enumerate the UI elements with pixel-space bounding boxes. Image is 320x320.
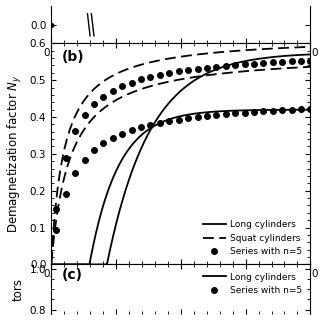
- Y-axis label: tors: tors: [11, 277, 24, 300]
- Legend: Long cylinders, Series with n=5: Long cylinders, Series with n=5: [199, 269, 306, 299]
- Y-axis label: Demagnetization factor $N_y$: Demagnetization factor $N_y$: [6, 75, 24, 233]
- Legend: Long cylinders, Squat cylinders, Series with n=5: Long cylinders, Squat cylinders, Series …: [199, 217, 306, 260]
- Text: (b): (b): [61, 50, 84, 64]
- Text: (c): (c): [61, 268, 83, 282]
- X-axis label: Primary aspect ratio τ: Primary aspect ratio τ: [115, 64, 246, 77]
- X-axis label: Primary aspect ratio τ: Primary aspect ratio τ: [115, 285, 246, 298]
